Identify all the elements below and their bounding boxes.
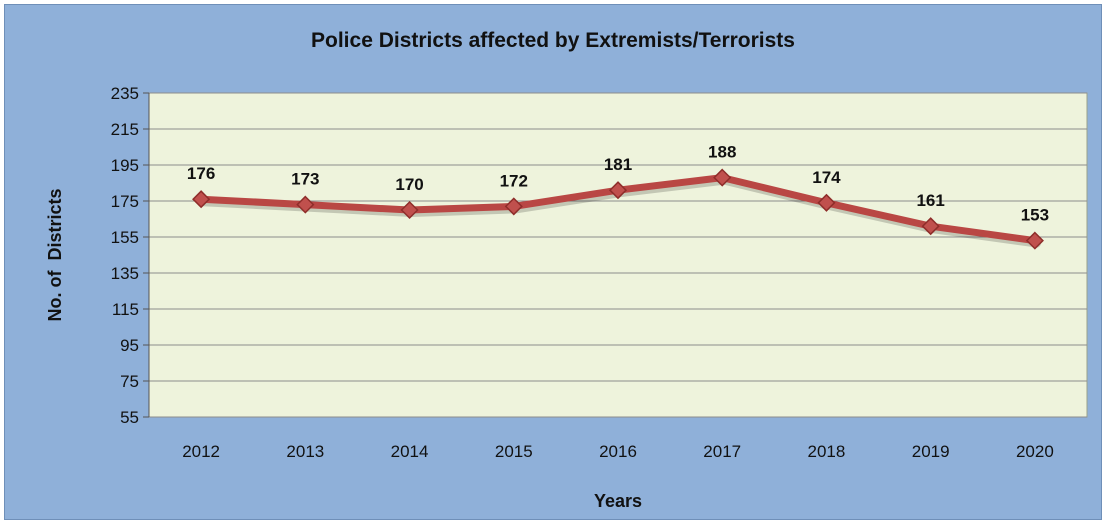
- y-tick-label: 215: [111, 120, 139, 139]
- y-tick-label: 115: [112, 300, 139, 319]
- y-tick-label: 75: [120, 372, 139, 391]
- data-point-marker: [296, 195, 315, 214]
- data-label: 172: [500, 171, 528, 190]
- data-point-marker: [921, 217, 940, 236]
- x-tick-label: 2012: [182, 442, 220, 461]
- x-tick-label: 2015: [495, 442, 533, 461]
- data-point-marker: [504, 197, 523, 216]
- x-tick-label: 2020: [1016, 442, 1054, 461]
- x-tick-label: 2017: [703, 442, 741, 461]
- x-tick-label: 2013: [286, 442, 324, 461]
- data-point-marker: [1025, 231, 1044, 250]
- data-label: 161: [916, 191, 944, 210]
- data-point-marker: [713, 168, 732, 187]
- y-tick-label: 55: [120, 408, 139, 427]
- data-label: 181: [604, 155, 632, 174]
- y-tick-label: 135: [111, 264, 139, 283]
- x-tick-label: 2019: [912, 442, 950, 461]
- y-tick-label: 95: [120, 336, 139, 355]
- x-axis-title: Years: [594, 491, 642, 511]
- chart-frame: Police Districts affected by Extremists/…: [4, 4, 1102, 520]
- data-label: 170: [395, 175, 423, 194]
- y-tick-label: 175: [111, 192, 139, 211]
- data-label: 153: [1021, 206, 1049, 225]
- x-tick-label: 2014: [391, 442, 429, 461]
- data-label: 173: [291, 170, 319, 189]
- data-label: 176: [187, 164, 215, 183]
- y-axis-title: No. of Districts: [45, 188, 65, 321]
- data-point-marker: [608, 181, 628, 200]
- data-point-marker: [817, 193, 836, 212]
- y-tick-label: 235: [111, 84, 139, 103]
- data-point-marker: [400, 200, 419, 220]
- y-tick-label: 155: [111, 228, 139, 247]
- plot-area: [148, 92, 1088, 418]
- chart-title: Police Districts affected by Extremists/…: [311, 29, 795, 52]
- data-label: 174: [812, 168, 841, 187]
- line-chart: 55 75 95 115 135 155 175 195 215 235 2012 2013 2014 2…: [45, 84, 1088, 511]
- y-tick-label: 195: [111, 156, 139, 175]
- data-point-marker: [192, 190, 211, 209]
- x-tick-label: 2018: [808, 442, 846, 461]
- data-label: 188: [708, 143, 736, 162]
- x-tick-label: 2016: [599, 442, 637, 461]
